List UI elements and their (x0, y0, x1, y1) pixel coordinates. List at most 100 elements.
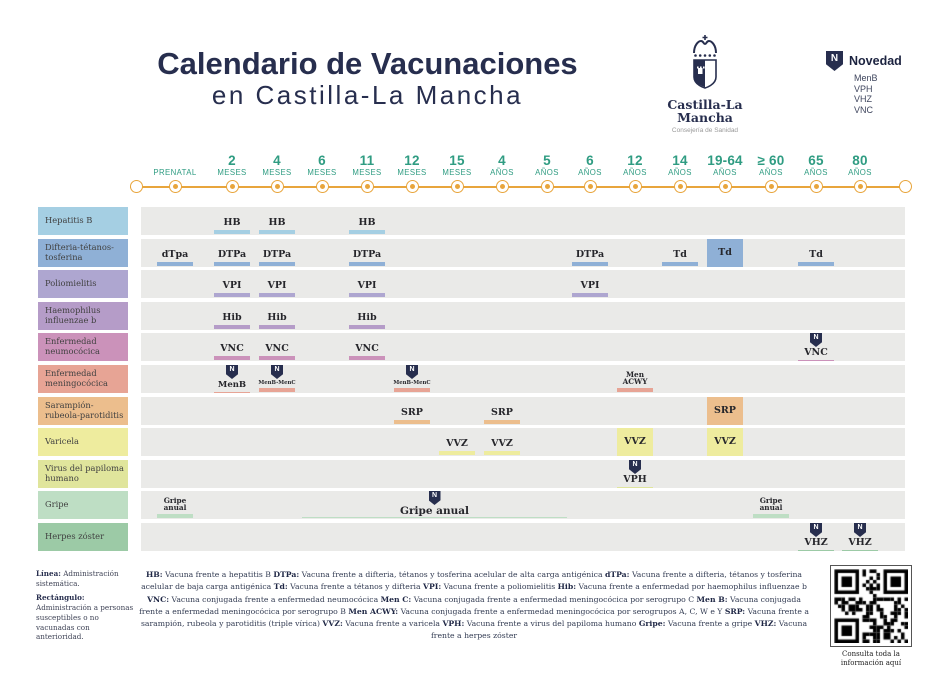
vaccine-entry-label: Gripe anual (399, 505, 470, 517)
qr-code (834, 569, 908, 643)
vaccine-entry: DTPa (202, 239, 262, 267)
timeline-node-dot (229, 184, 235, 189)
vaccine-entry-label: Men ACWY (622, 369, 648, 387)
vaccine-entry: VPI (247, 270, 307, 298)
novedad-box: N Novedad MenB VPH VHZ VNC (826, 51, 940, 115)
vaccine-rect: VVZ (707, 428, 743, 456)
age-number: 4 (273, 153, 281, 168)
age-column-header: 6 MESES (292, 143, 352, 178)
timeline-node (495, 180, 509, 193)
vaccine-entry: SRP (472, 397, 532, 425)
novedad-badge-icon: N (226, 365, 238, 379)
timeline-node-dot (172, 184, 178, 189)
vaccine-entry: VNC (202, 333, 262, 361)
legend: Línea: Administración sistemática. Rectán… (36, 569, 138, 647)
timeline-node-dot (677, 184, 683, 189)
timeline-node-dot (722, 184, 728, 189)
vaccine-entry-label: Td (809, 249, 823, 260)
vaccine-entry: N MenB (202, 365, 262, 393)
age-unit: AÑOS (848, 168, 872, 177)
age-unit: MESES (352, 168, 382, 177)
logo-subtitle: Consejería de Sanidad (671, 127, 739, 134)
vaccine-entry: VPI (560, 270, 620, 298)
age-number: 6 (318, 153, 326, 168)
age-number: ≥ 60 (757, 153, 785, 168)
novedad-item: VNC (854, 104, 874, 115)
vaccine-entry: VPI (202, 270, 262, 298)
footnotes: HB: Vacuna frente a hepatitis B DTPa: Va… (139, 570, 809, 641)
row-label: Poliomielitis (38, 270, 128, 298)
vaccine-entry-label: VNC (265, 343, 289, 354)
vaccine-entry-label: Hib (357, 312, 377, 323)
age-unit: MESES (262, 168, 292, 177)
vaccine-underline (214, 261, 250, 266)
row-label: Virus del papiloma humano (38, 460, 128, 488)
age-number: 15 (449, 153, 465, 168)
castilla-la-mancha-logo: Castilla-La Mancha Consejería de Sanidad (642, 33, 768, 134)
vaccine-entry-label: VVZ (446, 438, 468, 449)
novedad-badge-icon: N (854, 523, 866, 537)
vaccine-entry: N VHZ (786, 523, 846, 551)
timeline-node (315, 180, 329, 193)
age-number: 65 (808, 153, 824, 168)
vaccine-entry-label: Hib (222, 312, 242, 323)
age-unit: MESES (217, 168, 247, 177)
age-column-header: 12 MESES (382, 143, 442, 178)
page-title-block: Calendario de Vacunaciones en Castilla-L… (95, 47, 640, 110)
novedad-header: N Novedad (826, 51, 940, 71)
vaccine-underline (439, 450, 475, 455)
vaccine-underline (349, 292, 385, 297)
vaccine-entry-label: dTpa (161, 249, 189, 260)
logo-crown-shield-icon (693, 35, 717, 89)
vaccine-entry-label: VVZ (624, 436, 646, 447)
vaccine-underline (349, 355, 385, 360)
vaccine-underline (798, 261, 834, 266)
vaccine-underline (259, 324, 295, 329)
vaccine-entry: N MenB-MenC (382, 365, 442, 393)
age-number: 5 (543, 153, 551, 168)
vaccine-entry-label: VPI (267, 280, 287, 291)
vaccine-entry-label: DTPa (217, 249, 247, 260)
timeline-node (583, 180, 597, 193)
vaccine-underline (214, 229, 250, 234)
age-unit: AÑOS (623, 168, 647, 177)
logo-name: Castilla-La Mancha (667, 97, 743, 125)
vaccine-entry: Hib (247, 302, 307, 330)
age-column-header: 11 MESES (337, 143, 397, 178)
novedad-badge-icon: N (810, 333, 822, 347)
vaccine-entry-label: Hib (267, 312, 287, 323)
vaccine-underline (798, 359, 834, 360)
row-label: Difteria-tétanos-tosferina (38, 239, 128, 267)
vaccine-entry-label: SRP (401, 407, 423, 418)
timeline-node (129, 180, 143, 193)
novedad-badge-icon: N (428, 491, 441, 505)
row-label: Enfermedad meningocócica (38, 365, 128, 393)
timeline-node-dot (768, 184, 774, 189)
row-label: Sarampión-rubeola-parotiditis (38, 397, 128, 425)
vaccine-underline (349, 324, 385, 329)
novedad-badge-icon: N (629, 460, 641, 474)
vaccine-rect: SRP (707, 397, 743, 425)
vaccine-entry-label: VNC (220, 343, 244, 354)
age-unit: AÑOS (804, 168, 828, 177)
timeline-node-dot (364, 184, 370, 189)
novedad-badge-icon: N (406, 365, 418, 379)
row-strip: Hib Hib Hib (141, 302, 905, 330)
row-strip: VPI VPI VPI VPI (141, 270, 905, 298)
vaccine-rect: Td (707, 239, 743, 267)
vaccine-entry-label: HB (268, 217, 286, 228)
vaccine-underline (214, 324, 250, 329)
age-column-header: 4 AÑOS (472, 143, 532, 178)
novedad-item: VHZ (854, 94, 872, 104)
row-label: Herpes zóster (38, 523, 128, 551)
page-title: Calendario de Vacunaciones (157, 46, 578, 81)
novedad-badge-icon: N (271, 365, 283, 379)
vaccine-entry: VPI (337, 270, 397, 298)
timeline-node-dot (544, 184, 550, 189)
qr-block: Consulta toda la información aquí (824, 565, 918, 667)
timeline-node-dot (499, 184, 505, 189)
vaccine-entry-label: VPI (222, 280, 242, 291)
row-label: Hepatitis B (38, 207, 128, 235)
vaccine-entry: DTPa (247, 239, 307, 267)
vaccine-entry-label: VNC (804, 347, 828, 358)
